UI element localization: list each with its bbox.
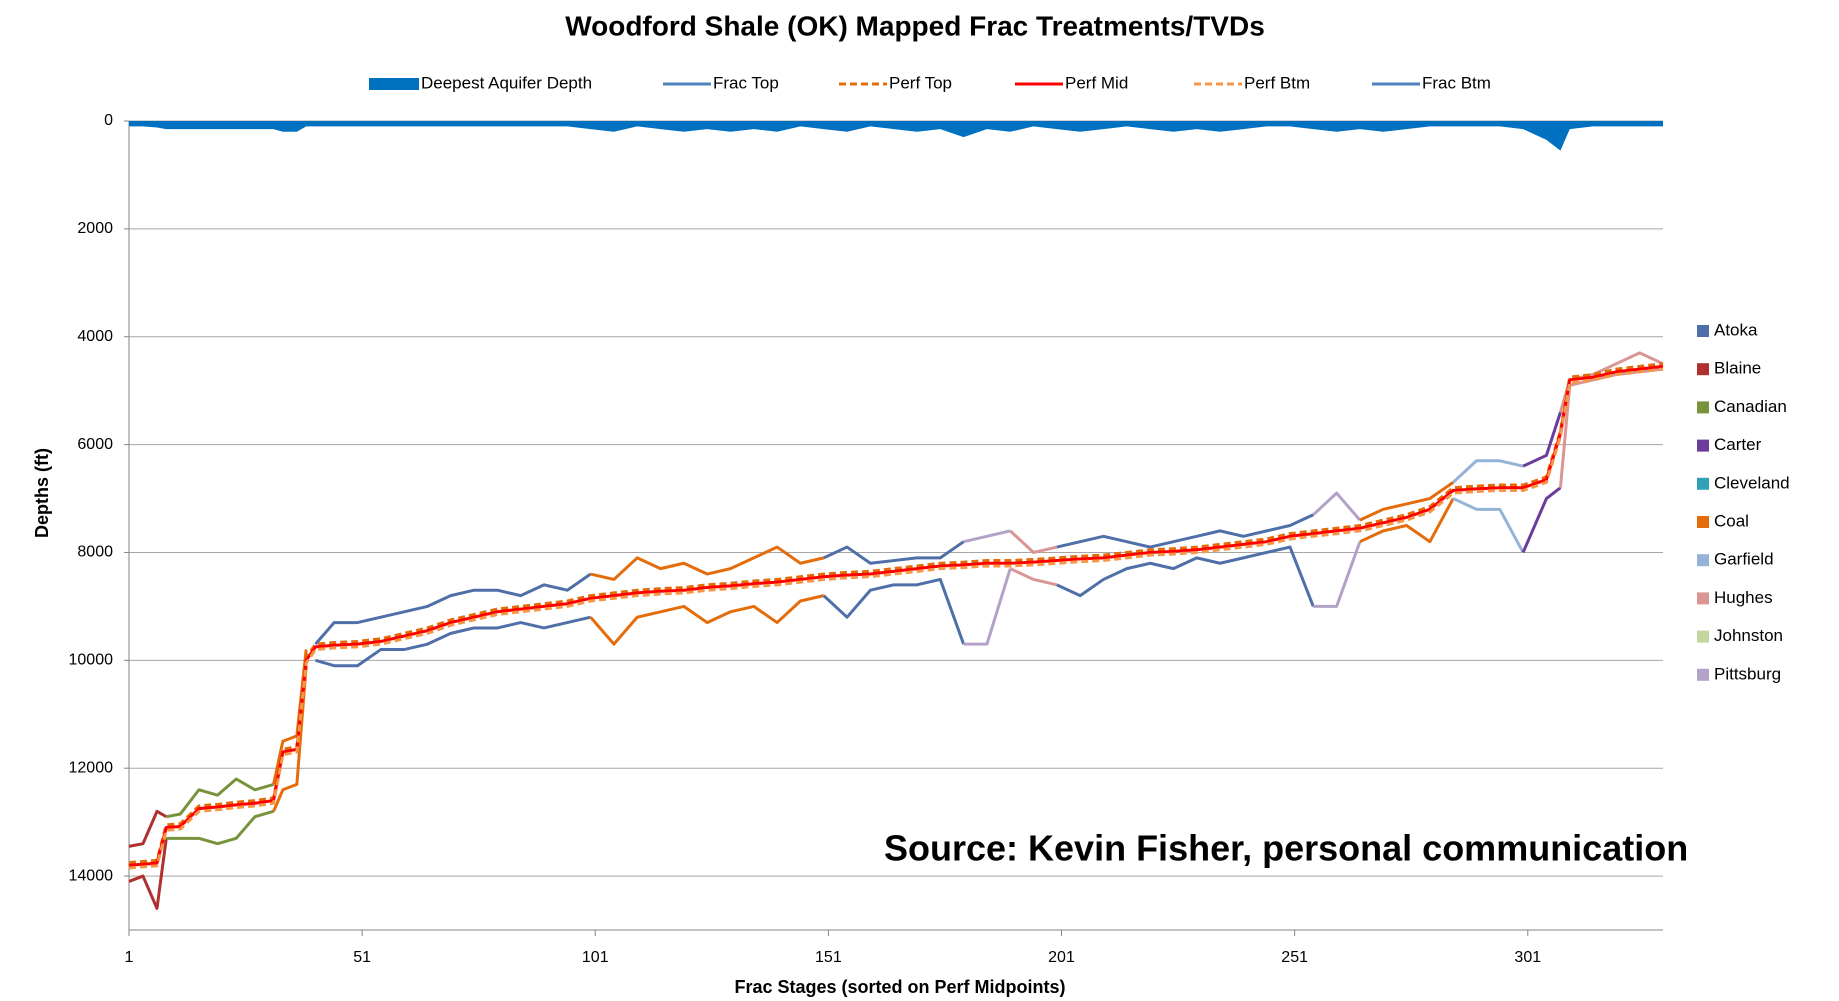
x-tick-label: 51 bbox=[353, 949, 371, 966]
line-segment bbox=[822, 577, 966, 645]
y-axis-title: Depths (ft) bbox=[32, 448, 52, 538]
line-segment bbox=[1056, 545, 1315, 607]
line-segment bbox=[166, 809, 274, 846]
legend-swatch bbox=[1697, 439, 1709, 452]
line bbox=[128, 364, 1664, 867]
line-segment bbox=[1313, 541, 1362, 608]
y-tick-label: 2000 bbox=[77, 220, 113, 237]
line-segment bbox=[128, 838, 168, 910]
line-segment bbox=[1312, 491, 1362, 522]
legend-label: Atoka bbox=[1714, 320, 1758, 339]
x-tick-label: 1 bbox=[125, 949, 134, 966]
y-tick-label: 12000 bbox=[69, 759, 114, 776]
x-tick-label: 301 bbox=[1514, 949, 1541, 966]
line-segment bbox=[272, 665, 308, 812]
y-tick-label: 4000 bbox=[77, 328, 113, 345]
line-segment bbox=[128, 809, 168, 848]
y-tick-label: 10000 bbox=[69, 652, 114, 669]
legend-label: Deepest Aquifer Depth bbox=[421, 73, 592, 92]
legend-swatch bbox=[1697, 325, 1709, 337]
line-segment bbox=[1056, 513, 1314, 549]
legend-swatch bbox=[369, 78, 419, 90]
line-segment bbox=[589, 594, 825, 646]
legend-swatch bbox=[1697, 630, 1709, 643]
y-tick-label: 6000 bbox=[77, 436, 113, 453]
y-tick-label: 14000 bbox=[69, 867, 114, 884]
legend-label: Pittsburg bbox=[1714, 664, 1781, 683]
y-tick-label: 0 bbox=[104, 112, 113, 129]
legend-label: Johnston bbox=[1714, 626, 1783, 645]
line-segment bbox=[1009, 529, 1058, 554]
line-segment bbox=[315, 615, 591, 668]
legend-swatch bbox=[1697, 592, 1709, 605]
legend-swatch bbox=[1697, 401, 1709, 414]
line-segment bbox=[1452, 497, 1525, 554]
line-segment bbox=[1521, 486, 1562, 554]
line-segment bbox=[1009, 567, 1058, 587]
y-tick-label: 8000 bbox=[77, 544, 113, 561]
line bbox=[128, 362, 1664, 865]
annotation: Source: Kevin Fisher, personal communica… bbox=[884, 828, 1688, 869]
legend-label: Perf Btm bbox=[1244, 73, 1310, 92]
x-tick-label: 151 bbox=[815, 949, 842, 966]
x-tick-label: 251 bbox=[1281, 949, 1308, 966]
x-tick-label: 201 bbox=[1048, 949, 1075, 966]
legend-label: Cleveland bbox=[1714, 473, 1790, 492]
x-tick-label: 101 bbox=[582, 949, 609, 966]
line-segment bbox=[1522, 411, 1562, 468]
legend-swatch bbox=[1697, 668, 1709, 681]
line-segment bbox=[166, 777, 274, 819]
legend-label: Garfield bbox=[1714, 550, 1774, 569]
line-segment bbox=[1359, 481, 1455, 522]
legend-label: Frac Top bbox=[713, 73, 779, 92]
line bbox=[128, 367, 1664, 870]
legend-swatch bbox=[1697, 554, 1709, 567]
legend-label: Coal bbox=[1714, 511, 1749, 530]
legend-label: Blaine bbox=[1714, 359, 1761, 378]
line-segment bbox=[823, 540, 965, 565]
x-axis-title: Frac Stages (sorted on Perf Midpoints) bbox=[734, 977, 1065, 997]
legend-label: Frac Btm bbox=[1422, 73, 1491, 92]
legend-label: Hughes bbox=[1714, 588, 1773, 607]
legend-label: Carter bbox=[1714, 435, 1762, 454]
line-segment bbox=[1452, 459, 1524, 484]
line-segment bbox=[963, 568, 1012, 646]
legend-swatch bbox=[1697, 363, 1709, 376]
legend-swatch bbox=[1697, 516, 1709, 528]
line-segment bbox=[963, 529, 1011, 544]
legend-label: Perf Mid bbox=[1065, 73, 1128, 92]
chart-title: Woodford Shale (OK) Mapped Frac Treatmen… bbox=[565, 10, 1265, 41]
legend-label: Canadian bbox=[1714, 397, 1787, 416]
legend-label: Perf Top bbox=[889, 73, 952, 92]
legend-swatch bbox=[1697, 477, 1709, 490]
line-segment bbox=[590, 545, 825, 581]
line-segment bbox=[314, 572, 592, 646]
line-segment bbox=[1359, 497, 1455, 544]
area bbox=[129, 121, 1663, 151]
